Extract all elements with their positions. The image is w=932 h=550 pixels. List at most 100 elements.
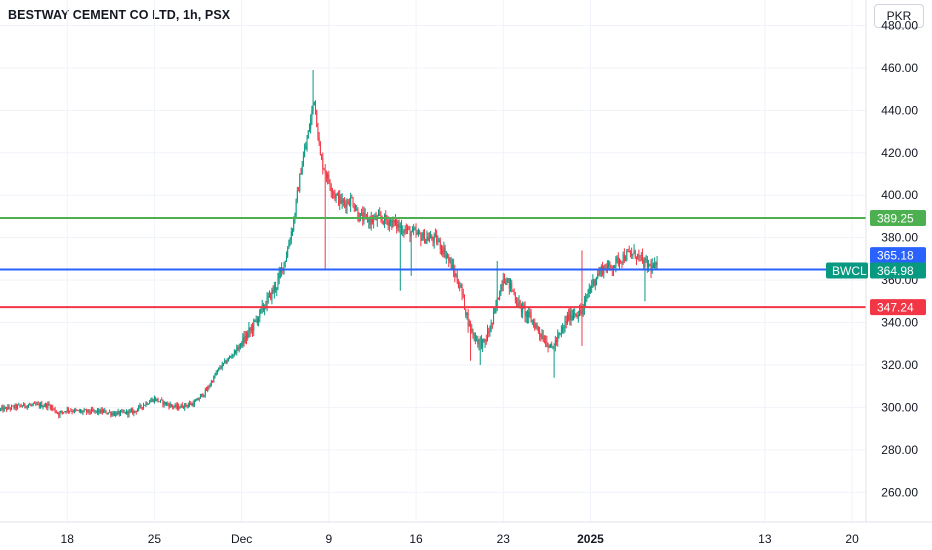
candle-body <box>399 226 401 228</box>
candle-body <box>75 409 77 411</box>
candle-body <box>151 399 153 401</box>
candle-body <box>351 197 353 199</box>
price-tag-bg <box>870 247 926 264</box>
candle-body <box>478 339 480 345</box>
candle-body <box>347 201 349 204</box>
candle-body <box>64 411 66 413</box>
candle-body <box>78 410 80 412</box>
candle-body <box>19 404 21 406</box>
candle-body <box>471 328 473 332</box>
candle-body <box>203 395 205 397</box>
candle-body <box>573 315 574 317</box>
candle-body <box>479 338 481 340</box>
candle-body <box>551 344 553 348</box>
candle-body <box>59 412 61 416</box>
candle-body <box>299 173 301 192</box>
candle-body <box>579 309 581 316</box>
candle-body <box>598 273 600 275</box>
candle-body <box>323 168 325 171</box>
candle-body <box>333 192 335 194</box>
candle-body <box>513 290 515 295</box>
candle-body <box>514 294 516 301</box>
candle-body <box>629 251 631 254</box>
candle-body <box>403 231 405 233</box>
candle-body <box>382 220 384 224</box>
candle-body <box>656 262 658 266</box>
candle-body <box>163 401 165 405</box>
currency-selector[interactable]: PKR <box>874 4 924 28</box>
level-label-text: 347.24 <box>877 301 914 315</box>
candle-body <box>196 398 198 401</box>
candle-body <box>519 301 521 304</box>
candle-body <box>310 119 312 130</box>
candle-body <box>109 412 111 413</box>
y-tick-label: 440.00 <box>881 103 918 117</box>
candle-body <box>315 101 316 110</box>
candle-body <box>111 413 113 416</box>
candle-body <box>220 368 222 369</box>
candle-body <box>202 393 204 397</box>
candle-body <box>198 398 200 400</box>
candle-body <box>432 239 434 243</box>
candle-body <box>341 199 343 204</box>
candle-body <box>1 406 3 409</box>
candle-body <box>454 270 456 277</box>
candle-body <box>317 126 319 138</box>
candle-body <box>431 235 433 240</box>
candle-body <box>411 228 413 233</box>
candle-body <box>170 404 172 406</box>
candle-body <box>617 257 619 264</box>
candle-body <box>139 405 141 407</box>
candle-body <box>448 256 450 261</box>
candle-body <box>208 386 210 388</box>
candle-body <box>97 410 98 413</box>
price-axis[interactable]: 480.00460.00440.00420.00400.00380.00360.… <box>865 0 918 522</box>
candle-body <box>526 311 528 317</box>
time-axis[interactable]: 18 25 Dec 9 16 23 2025 13 20 <box>0 521 932 546</box>
candle-body <box>331 191 333 193</box>
candle-body <box>162 400 164 405</box>
candle-body <box>133 410 135 414</box>
candle-body <box>258 317 260 323</box>
candle-body <box>345 203 347 208</box>
candle-body <box>121 410 123 412</box>
candle-body <box>457 282 459 288</box>
candle-body <box>306 138 308 146</box>
candle-body <box>118 411 120 415</box>
candle-body <box>31 404 33 406</box>
y-tick-label: 340.00 <box>881 316 918 330</box>
candle-body <box>524 307 526 317</box>
candle-body <box>116 412 118 416</box>
candle-body <box>348 203 350 206</box>
candle-body <box>98 409 100 413</box>
candle-body <box>112 413 114 416</box>
candle-body <box>69 410 71 412</box>
candle-body <box>609 262 611 266</box>
level-label-text: 389.25 <box>877 212 914 226</box>
candle-body <box>338 193 340 204</box>
candle-body <box>512 289 514 291</box>
candle-body <box>256 319 258 323</box>
candle-body <box>507 278 509 280</box>
candle-body <box>632 253 634 256</box>
candle-body <box>124 411 126 414</box>
y-tick-label: 420.00 <box>881 146 918 160</box>
candle-body <box>474 334 476 341</box>
candle-body <box>284 261 286 263</box>
candle-body <box>206 389 207 391</box>
candle-body <box>467 312 469 327</box>
candle-body <box>106 413 108 415</box>
candle-body <box>287 248 289 258</box>
candle-body <box>264 307 266 310</box>
candle-body <box>631 253 633 256</box>
candle-body <box>330 187 332 192</box>
candle-body <box>557 335 559 342</box>
candle-body <box>233 350 235 355</box>
symbol-tag-bg <box>826 262 868 279</box>
candle-body <box>185 403 187 406</box>
candle-body <box>477 339 479 345</box>
candle-body <box>90 409 92 413</box>
candle-body <box>157 398 159 402</box>
candle-body <box>408 227 410 229</box>
